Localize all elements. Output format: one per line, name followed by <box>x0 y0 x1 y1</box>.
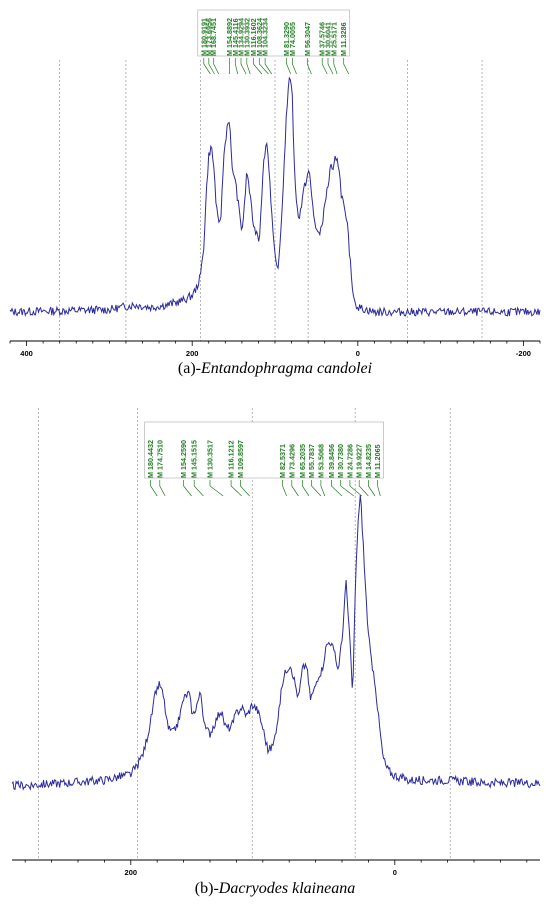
caption-b-species: Dacryodes klaineana <box>218 880 356 897</box>
p0-peak-connector-6 <box>246 58 251 75</box>
p0-peak-connector-14 <box>327 58 334 75</box>
p0-peak-connector-16 <box>343 58 350 75</box>
p1-peak-label-0: M 180.4432 <box>146 440 155 478</box>
p1-peak-label-11: M 53.5068 <box>316 444 325 478</box>
p1-peak-label-15: M 19.9227 <box>355 444 364 478</box>
p1-x-tick-label-0: 200 <box>125 868 138 877</box>
p0-peak-connector-10 <box>286 58 292 75</box>
p0-peak-connector-7 <box>253 58 263 75</box>
p0-peak-connector-9 <box>264 58 272 75</box>
p1-peak-label-16: M 14.8235 <box>364 444 373 478</box>
p0-peak-connector-15 <box>333 58 338 75</box>
p1-peak-connector-2 <box>183 480 192 497</box>
p1-peak-label-8: M 73.4296 <box>287 444 296 478</box>
p0-peak-label-7: M 116.1602 <box>249 18 258 56</box>
p0-peak-connector-5 <box>240 58 247 75</box>
p0-x-tick-label-2: 0 <box>356 349 360 358</box>
p0-peak-label-9: M 104.3234 <box>261 18 270 56</box>
p1-peak-connector-14 <box>349 480 363 497</box>
p0-x-tick-label-0: 400 <box>20 349 33 358</box>
p1-peak-connector-13 <box>340 480 355 497</box>
p1-peak-label-2: M 154.2590 <box>179 440 188 478</box>
p1-peak-connector-1 <box>159 480 166 497</box>
p0-x-tick-label-3: -200 <box>516 349 531 358</box>
p1-spectrum-line <box>11 495 541 791</box>
p1-peak-connector-7 <box>282 480 287 497</box>
p1-peak-connector-4 <box>209 480 224 497</box>
p0-peak-connector-12 <box>306 58 312 75</box>
p0-peak-connector-4 <box>234 58 239 75</box>
caption-a-species: Entandophragma candolei <box>201 360 373 377</box>
caption-a: (a)-Entandophragma candolei <box>0 360 550 378</box>
p0-peak-label-15: M 25.5171 <box>329 22 338 56</box>
p0-peak-label-4: M 145.4116 <box>231 18 240 56</box>
p1-peak-label-12: M 39.8456 <box>327 444 336 478</box>
p1-peak-label-3: M 145.1515 <box>190 440 199 478</box>
p1-peak-label-6: M 109.8597 <box>236 440 245 478</box>
p0-peak-connector-11 <box>292 58 297 75</box>
p0-x-tick-label-1: 200 <box>186 349 199 358</box>
p0-peak-label-16: M 11.3286 <box>339 22 348 56</box>
p1-peak-label-1: M 174.7510 <box>155 440 164 478</box>
p0-peak-connector-13 <box>321 58 328 75</box>
p0-peak-label-2: M 168.7451 <box>209 18 218 56</box>
nmr-spectrum-b: 200 0 M 180.4432 M 174.7510 M 154.2590 M 145.… <box>11 408 541 877</box>
caption-a-prefix: (a)- <box>177 360 201 377</box>
p0-spectrum-line <box>9 76 541 318</box>
p1-peak-label-17: M 11.2065 <box>373 444 382 478</box>
p1-peak-connector-0 <box>150 480 158 497</box>
p0-peak-label-10: M 81.3290 <box>282 22 291 56</box>
p1-peak-connector-9 <box>302 480 310 497</box>
p0-peak-connector-8 <box>258 58 269 75</box>
p1-peak-connector-11 <box>320 480 326 497</box>
p0-peak-label-12: M 56.3047 <box>303 22 312 56</box>
caption-b: (b)-Dacryodes klaineana <box>0 880 550 898</box>
p1-peak-connector-8 <box>291 480 299 497</box>
p1-peak-label-9: M 65.2035 <box>298 444 307 478</box>
p1-peak-label-10: M 55.7837 <box>307 444 316 478</box>
p1-peak-connector-3 <box>193 480 204 497</box>
spectrum-panel-b: 200 0 M 180.4432 M 174.7510 M 154.2590 M 145.… <box>0 400 550 918</box>
p1-peak-label-5: M 116.1212 <box>227 440 236 478</box>
p0-peak-connector-0 <box>203 58 211 75</box>
p1-peak-connector-17 <box>377 480 381 497</box>
caption-b-prefix: (b)- <box>194 880 219 897</box>
p1-peak-connector-15 <box>358 480 369 497</box>
p0-peak-label-6: M 130.3932 <box>242 18 251 56</box>
p1-peak-connector-10 <box>311 480 322 497</box>
p0-peak-label-0: M 180.9191 <box>199 18 208 56</box>
p0-peak-label-3: M 154.8892 <box>225 18 234 56</box>
p1-peak-label-4: M 130.3517 <box>206 440 215 478</box>
p1-x-tick-label-1: 0 <box>393 868 397 877</box>
p0-peak-label-5: M 134.9294 <box>237 18 246 56</box>
p0-peak-label-box <box>197 9 351 57</box>
p0-peak-label-8: M 108.3624 <box>255 18 264 56</box>
p1-peak-connector-12 <box>331 480 343 497</box>
p0-peak-connector-2 <box>213 58 220 75</box>
p1-peak-label-13: M 30.7380 <box>336 444 345 478</box>
p1-peak-label-7: M 82.5371 <box>278 444 287 478</box>
p1-peak-connector-5 <box>230 480 242 497</box>
p1-peak-label-14: M 24.7286 <box>345 444 354 478</box>
p1-peak-connector-16 <box>368 480 376 497</box>
spectrum-panel-a: 400 200 0 -200 M 180.9191 M 173.6956 M 168.745… <box>0 0 550 390</box>
p0-peak-label-13: M 37.5746 <box>318 22 327 56</box>
p0-peak-label-11: M 74.0055 <box>288 22 297 56</box>
p0-peak-connector-1 <box>208 58 215 75</box>
p0-peak-label-1: M 173.6956 <box>204 18 213 56</box>
p1-peak-label-box <box>144 421 384 479</box>
p1-peak-connector-6 <box>240 480 250 497</box>
p0-peak-label-14: M 30.6041 <box>324 22 333 56</box>
